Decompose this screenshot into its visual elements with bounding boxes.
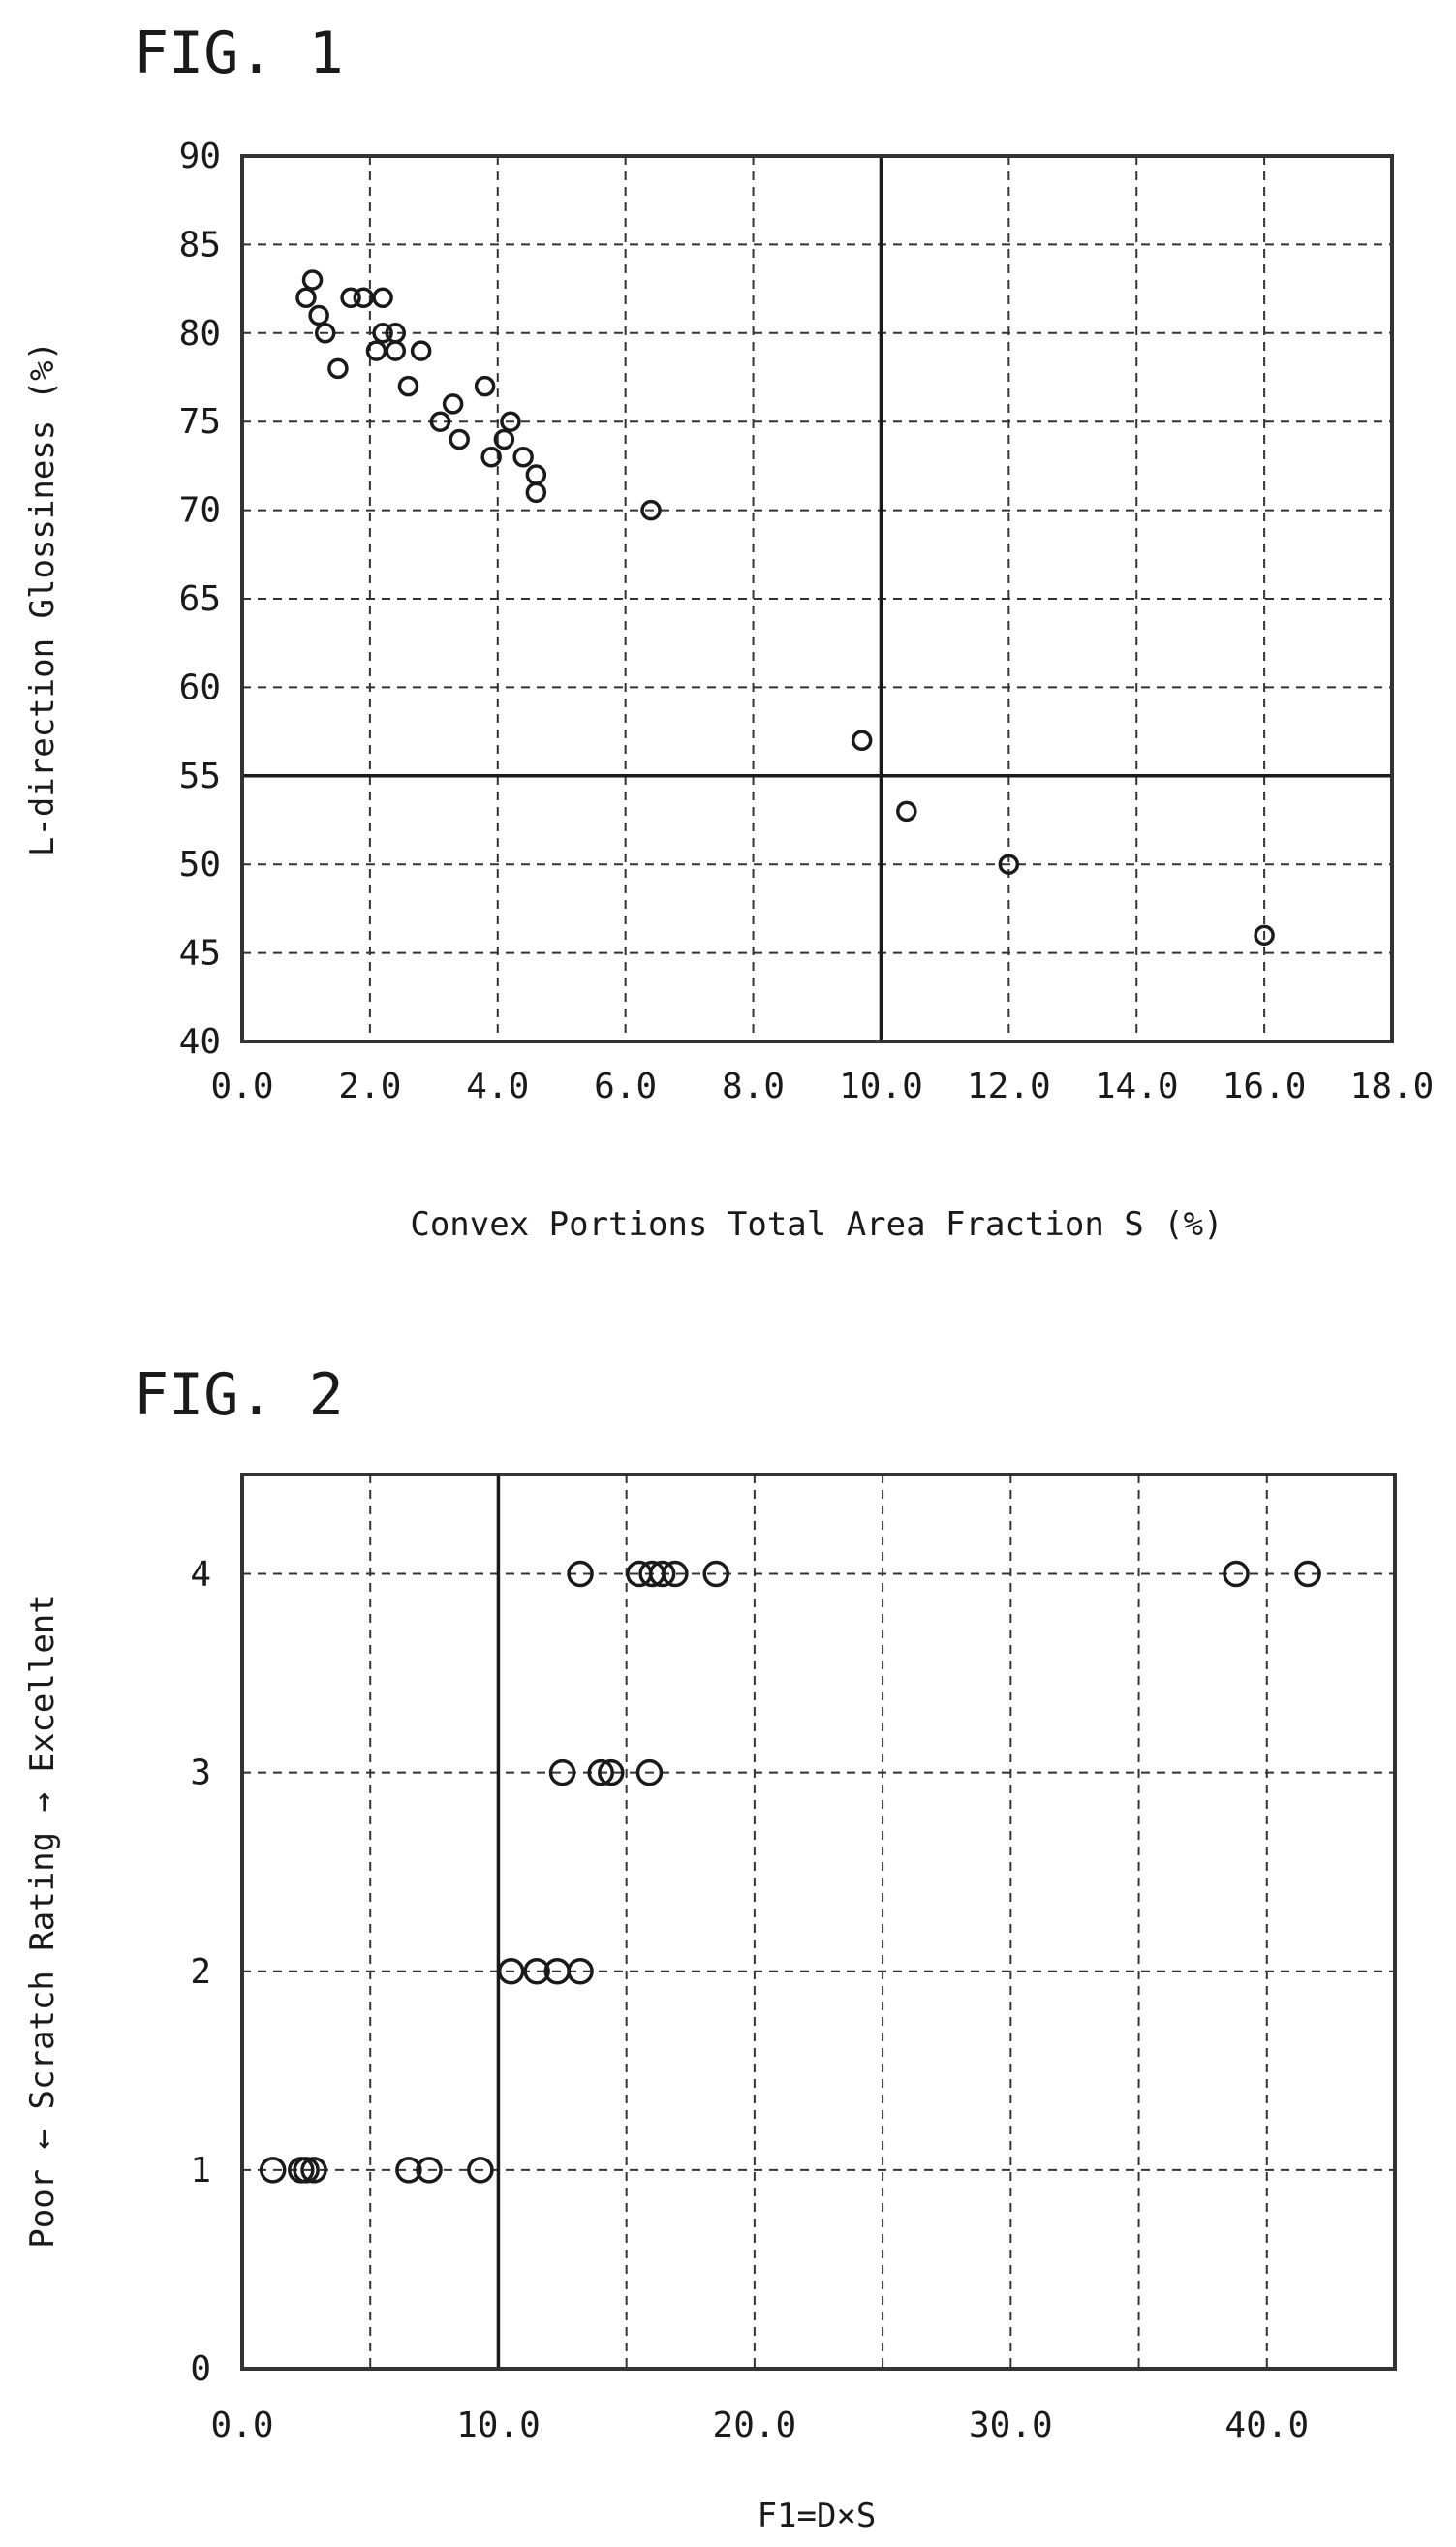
data-point (372, 323, 393, 344)
x-tick-label: 8.0 (722, 1067, 785, 1106)
x-axis-label: Convex Portions Total Area Fraction S (%… (410, 1205, 1223, 1244)
data-point (598, 1758, 625, 1786)
data-point (525, 464, 547, 485)
y-tick-label: 65 (179, 579, 221, 619)
x-tick-label: 10.0 (839, 1067, 923, 1106)
x-tick-label: 20.0 (713, 2406, 797, 2445)
data-point (851, 730, 873, 751)
data-point (635, 1758, 664, 1786)
data-point (314, 323, 336, 344)
data-point (523, 1958, 550, 1985)
data-point (395, 2157, 422, 2184)
data-point (500, 411, 521, 432)
x-tick-label: 40.0 (1224, 2406, 1309, 2445)
data-point (640, 499, 662, 521)
data-point (587, 1758, 614, 1786)
x-tick-label: 18.0 (1350, 1067, 1435, 1106)
x-axis-label: F1=D×S (758, 2497, 877, 2535)
fig1-chart: FIG. 1 0.0 2.0 4.0 6.0 8.0 10.0 12.0 14.0 16.0 18.… (23, 19, 1434, 1244)
data-point (308, 304, 329, 326)
data-point (327, 357, 349, 380)
data-point (410, 340, 432, 361)
data-point (353, 287, 375, 308)
y-tick-label: 75 (179, 402, 221, 442)
y-tick-label: 60 (179, 668, 221, 707)
data-point (385, 340, 407, 361)
data-point (567, 1958, 594, 1985)
data-point (293, 2157, 320, 2184)
y-tick-label: 70 (179, 491, 221, 531)
x-tick-label: 12.0 (967, 1067, 1051, 1106)
y-tick-label: 55 (179, 757, 221, 796)
data-point (702, 1560, 729, 1588)
plot-frame (240, 154, 1394, 1043)
x-tick-label: 0.0 (210, 2406, 273, 2445)
data-point (442, 393, 464, 415)
data-point (648, 1560, 676, 1588)
figure-title: FIG. 2 (134, 1361, 344, 1429)
data-point (397, 375, 419, 397)
data-point (493, 428, 515, 450)
y-tick-label: 45 (179, 934, 221, 974)
data-point (1254, 924, 1275, 947)
y-tick-label: 40 (179, 1022, 221, 1062)
x-tick-label: 14.0 (1095, 1067, 1179, 1106)
data-point (416, 2157, 443, 2184)
y-tick-label: 0 (190, 2349, 211, 2389)
data-point (480, 447, 502, 468)
data-point (512, 447, 534, 468)
y-tick-label: 4 (190, 1555, 211, 1595)
data-point (525, 481, 547, 504)
data-point (1223, 1560, 1250, 1588)
figure-title: FIG. 1 (134, 19, 344, 87)
data-point (301, 269, 324, 291)
data-point (467, 2157, 494, 2184)
data-point (896, 800, 917, 823)
x-tick-label: 10.0 (456, 2406, 541, 2445)
y-tick-label: 80 (179, 314, 221, 354)
y-axis-label: L-direction Glossiness (%) (23, 341, 62, 856)
data-point (429, 411, 451, 432)
x-tick-label: 16.0 (1223, 1067, 1307, 1106)
y-tick-label: 1 (190, 2151, 211, 2190)
y-axis-label: Poor ← Scratch Rating → Excellent (23, 1594, 62, 2249)
y-tick-label: 50 (179, 845, 221, 885)
x-tick-label: 0.0 (210, 1067, 273, 1106)
x-tick-label: 6.0 (594, 1067, 657, 1106)
x-tick-label: 30.0 (969, 2406, 1053, 2445)
data-point (365, 340, 387, 361)
data-point (449, 428, 470, 450)
data-point (662, 1560, 689, 1588)
data-point (340, 287, 361, 308)
data-point (998, 854, 1020, 875)
y-tick-label: 3 (190, 1754, 211, 1793)
y-tick-label: 2 (190, 1952, 211, 1992)
y-tick-label: 85 (179, 225, 221, 264)
data-point (497, 1958, 525, 1985)
data-point (300, 2157, 327, 2184)
data-point (295, 287, 317, 308)
data-point (372, 287, 393, 308)
data-point (567, 1560, 594, 1588)
data-point (259, 2157, 287, 2184)
x-tick-label: 4.0 (466, 1067, 529, 1106)
data-point (385, 323, 407, 344)
y-tick-label: 90 (179, 137, 221, 176)
data-point (548, 1758, 576, 1786)
plot-frame (240, 1473, 1397, 2371)
fig2-chart: FIG. 2 0.0 10.0 20.0 30.0 40.0 4 3 2 1 0 F1=D×S Poor… (23, 1361, 1397, 2535)
x-tick-label: 2.0 (338, 1067, 401, 1106)
data-point (474, 375, 496, 397)
data-point (1294, 1560, 1321, 1588)
